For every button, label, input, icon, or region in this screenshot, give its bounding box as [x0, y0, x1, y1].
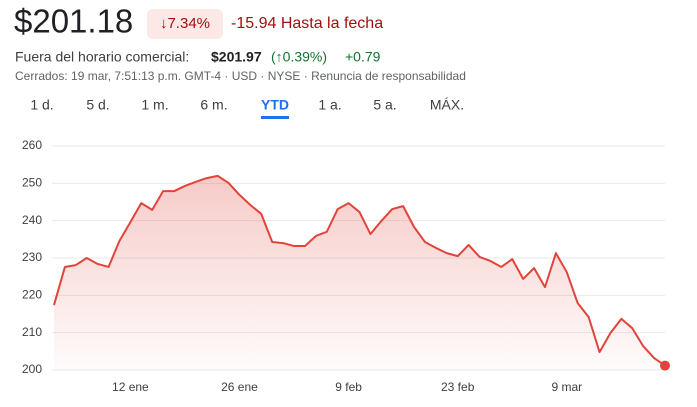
tab[interactable]: YTD — [261, 97, 289, 113]
change-badge: ↓7.34% — [160, 15, 210, 32]
y-tick-label: 250 — [22, 176, 42, 190]
x-tick-label: 9 feb — [335, 380, 362, 394]
tab[interactable]: 1 m. — [141, 97, 168, 113]
after-hours-label: Fuera del horario comercial: — [15, 49, 189, 65]
status: Cerrados: 19 mar, 7:51:13 p.m. GMT-4 · U… — [15, 69, 466, 83]
after-hours-price: $201.97 — [211, 49, 262, 65]
after-hours-change: +0.79 — [345, 49, 381, 65]
x-tick-label: 12 ene — [112, 380, 149, 394]
x-tick-label: 9 mar — [551, 380, 582, 394]
tab[interactable]: MÁX. — [430, 97, 464, 113]
last-point — [660, 360, 670, 371]
price-line — [53, 174, 666, 367]
tab[interactable]: 1 a. — [318, 97, 341, 113]
y-tick-label: 210 — [22, 325, 42, 339]
y-tick-label: 230 — [22, 250, 42, 264]
price: $201.18 — [14, 3, 133, 40]
x-tick-label: 23 feb — [441, 380, 475, 394]
change-badge-bg — [147, 9, 223, 39]
y-tick-label: 200 — [22, 362, 42, 376]
tab[interactable]: 6 m. — [200, 97, 227, 113]
y-tick-label: 240 — [22, 213, 42, 227]
y-tick-label: 220 — [22, 288, 42, 302]
y-tick-label: 260 — [22, 138, 42, 152]
area-fill — [54, 175, 665, 370]
tab[interactable]: 5 a. — [373, 97, 396, 113]
x-tick-label: 26 ene — [221, 380, 258, 394]
change-text: -15.94 Hasta la fecha — [231, 15, 383, 32]
after-hours-pct: (↑0.39%) — [271, 49, 327, 65]
tab-underline — [261, 116, 289, 119]
tab[interactable]: 5 d. — [86, 97, 109, 113]
tab[interactable]: 1 d. — [30, 97, 53, 113]
